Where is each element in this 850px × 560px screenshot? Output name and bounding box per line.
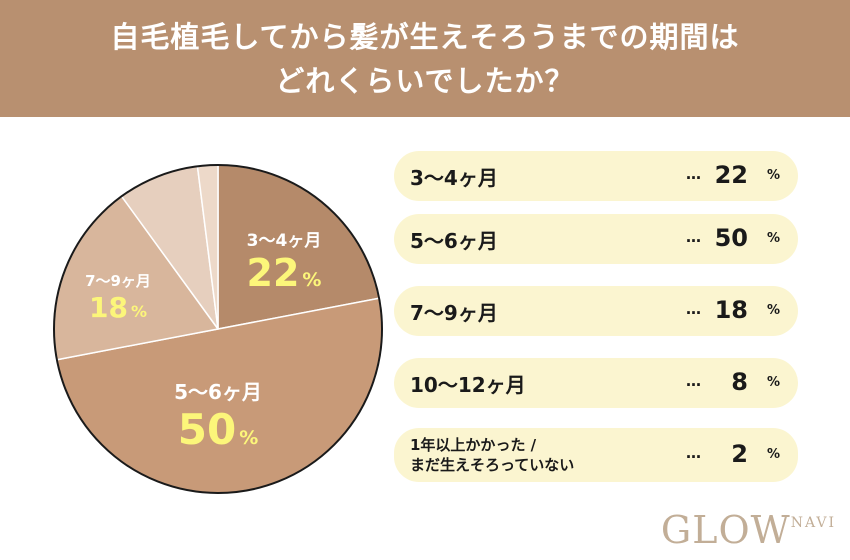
legend-dots: … xyxy=(686,444,701,462)
legend-percent: % xyxy=(766,375,780,390)
title-line-1: 自毛植毛してから髪が生えそろうまでの期間は xyxy=(110,19,740,54)
pie-label-value: 50% xyxy=(177,405,259,454)
legend-value: 22 xyxy=(714,161,748,189)
pie-label-value: 22% xyxy=(246,251,322,295)
legend-percent: % xyxy=(766,447,780,462)
pie-label-category: 5〜6ヶ月 xyxy=(174,380,262,404)
legend-label: 3〜4ヶ月 xyxy=(410,165,498,190)
legend-value: 50 xyxy=(714,224,748,252)
legend-value: 2 xyxy=(731,440,748,468)
legend-row-3-4: 3〜4ヶ月 … 22 % xyxy=(394,151,798,201)
pie-label-category: 3〜4ヶ月 xyxy=(246,231,322,251)
legend-row-over-1-year: 1年以上かかった / まだ生えそろっていない … 2 % xyxy=(394,428,798,482)
pie-label-5-6: 5〜6ヶ月 50% xyxy=(174,376,262,454)
legend-label-line-1: 1年以上かかった / xyxy=(410,436,537,454)
legend-label: 5〜6ヶ月 xyxy=(410,228,498,253)
legend-dots: … xyxy=(686,372,701,390)
pie-label-7-9: 7〜9ヶ月 18% xyxy=(85,270,151,324)
legend-value: 18 xyxy=(714,296,748,324)
legend-row-7-9: 7〜9ヶ月 … 18 % xyxy=(394,286,798,336)
pie-label-3-4: 3〜4ヶ月 22% xyxy=(247,226,322,295)
glow-navi-logo: GLOWNAVI xyxy=(660,508,836,552)
pie-label-value: 18% xyxy=(89,291,147,324)
legend-label: 7〜9ヶ月 xyxy=(410,300,498,325)
legend-percent: % xyxy=(766,168,780,183)
legend-label: 10〜12ヶ月 xyxy=(410,372,526,397)
legend-value: 8 xyxy=(731,368,748,396)
title-line-2: どれくらいでしたか？ xyxy=(275,63,575,98)
legend-row-5-6: 5〜6ヶ月 … 50 % xyxy=(394,214,798,264)
legend-dots: … xyxy=(686,300,701,318)
pie-outline xyxy=(53,164,383,494)
pie-label-category: 7〜9ヶ月 xyxy=(85,272,151,290)
header-banner: 自毛植毛してから髪が生えそろうまでの期間は どれくらいでしたか？ xyxy=(0,0,850,117)
legend-label-line-2: まだ生えそろっていない xyxy=(410,456,575,474)
pie-chart xyxy=(53,164,383,494)
legend-dots: … xyxy=(686,165,701,183)
legend-percent: % xyxy=(766,231,780,246)
legend-percent: % xyxy=(766,303,780,318)
legend-dots: … xyxy=(686,228,701,246)
legend-label: 1年以上かかった / まだ生えそろっていない xyxy=(410,428,574,482)
legend-row-10-12: 10〜12ヶ月 … 8 % xyxy=(394,358,798,408)
